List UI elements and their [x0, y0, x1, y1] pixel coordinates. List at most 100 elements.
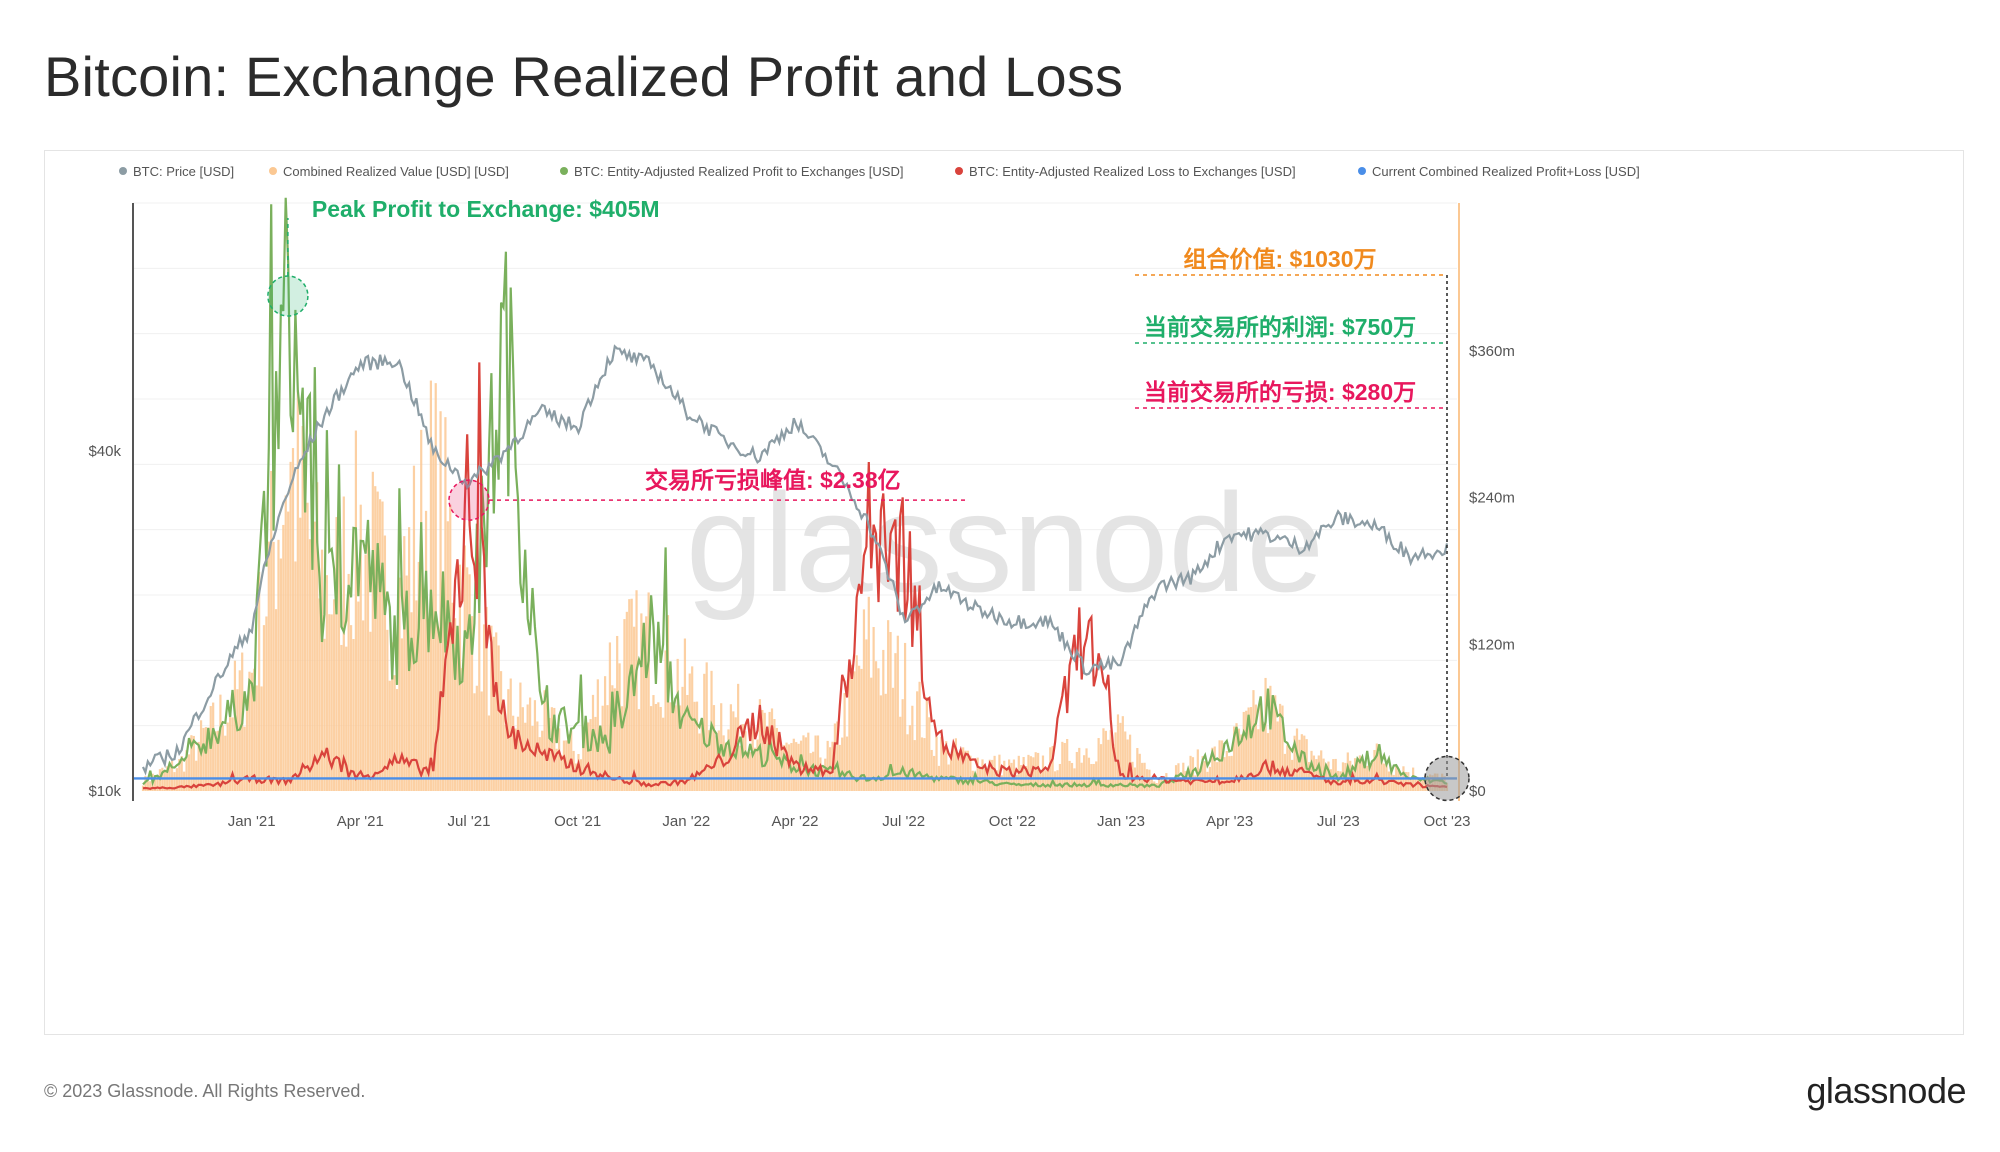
- combined-bar: [778, 734, 781, 791]
- profit-line: [142, 197, 1448, 789]
- legend-item-price[interactable]: BTC: Price [USD]: [119, 164, 234, 179]
- combined-bar: [149, 781, 152, 791]
- combined-bar: [1295, 728, 1299, 791]
- legend-item-current[interactable]: Current Combined Realized Profit+Loss [U…: [1358, 164, 1640, 179]
- combined-bar: [647, 592, 650, 791]
- x-tick-label: Jul '23: [1317, 813, 1360, 830]
- combined-bar: [1003, 760, 1006, 791]
- combined-bar: [170, 760, 174, 791]
- right-tick-label: $240m: [1469, 490, 1515, 507]
- combined-bar: [1276, 721, 1279, 791]
- combined-bar: [272, 541, 275, 791]
- combined-bar: [1015, 774, 1018, 791]
- combined-bar: [1167, 779, 1170, 791]
- combined-bar: [1300, 734, 1303, 791]
- combined-bar: [434, 383, 437, 791]
- combined-bar: [262, 625, 266, 791]
- combined-bar: [545, 693, 549, 791]
- combined-bar: [1053, 771, 1057, 791]
- combined-bar: [1121, 716, 1124, 791]
- combined-bar: [911, 705, 914, 791]
- peak-profit-label: Peak Profit to Exchange: $405M: [312, 196, 660, 222]
- combined-bar: [630, 598, 633, 791]
- legend-item-combined[interactable]: Combined Realized Value [USD] [USD]: [269, 164, 509, 179]
- current-marker: [1424, 755, 1470, 802]
- combined-bar: [245, 703, 249, 791]
- combined-bar: [603, 676, 607, 791]
- combined-bar: [678, 705, 682, 791]
- combined-bar: [768, 711, 771, 791]
- combined-bar: [896, 635, 899, 791]
- combined-bar: [783, 745, 786, 791]
- combined-bar: [485, 606, 488, 791]
- combined-bar: [1293, 735, 1296, 791]
- combined-bar: [531, 725, 534, 791]
- combined-bar: [749, 752, 752, 791]
- combined-bar: [444, 417, 447, 791]
- combined-bar: [918, 681, 921, 791]
- combined-bar: [889, 632, 892, 791]
- combined-bar: [483, 624, 486, 791]
- copyright: © 2023 Glassnode. All Rights Reserved.: [44, 1081, 366, 1101]
- combined-bar: [761, 709, 764, 791]
- legend-item-profit[interactable]: BTC: Entity-Adjusted Realized Profit to …: [560, 164, 903, 179]
- combined-bar: [410, 612, 413, 791]
- combined-bar: [1075, 751, 1078, 791]
- combined-bar: [954, 738, 957, 791]
- combined-bar: [884, 693, 887, 791]
- combined-bar: [981, 759, 984, 791]
- combined-bar: [877, 668, 880, 791]
- combined-bar: [1087, 757, 1091, 791]
- combined-bar: [446, 521, 449, 791]
- combined-bar: [642, 633, 645, 791]
- combined-bar: [163, 770, 166, 791]
- chart[interactable]: BTC: Price [USD] Combined Realized Value…: [45, 151, 1965, 1036]
- combined-bar: [1022, 756, 1025, 791]
- combined-bar: [253, 668, 256, 791]
- combined-bar: [533, 700, 537, 791]
- combined-bar: [1078, 747, 1081, 791]
- combined-bar: [700, 720, 703, 791]
- combined-bar: [405, 575, 408, 791]
- chart-panel: BTC: Price [USD] Combined Realized Value…: [44, 150, 1964, 1035]
- combined-bar: [908, 725, 912, 791]
- combined-bar: [853, 671, 856, 791]
- combined-bar: [795, 742, 798, 791]
- x-tick-label: Apr '21: [337, 813, 384, 830]
- combined-bar: [1008, 759, 1011, 791]
- combined-bar: [1339, 771, 1342, 791]
- combined-bar: [1373, 749, 1376, 791]
- combined-bar: [456, 627, 459, 791]
- combined-bar: [538, 737, 541, 791]
- combined-bar: [635, 590, 638, 791]
- combined-bar: [1230, 755, 1233, 791]
- combined-bar: [659, 706, 662, 791]
- combined-bar: [903, 642, 907, 791]
- combined-bar: [364, 554, 367, 791]
- combined-bar: [753, 747, 757, 791]
- combined-bar: [393, 675, 396, 791]
- combined-bar: [613, 688, 616, 791]
- legend-item-loss[interactable]: BTC: Entity-Adjusted Realized Loss to Ex…: [955, 164, 1296, 179]
- combined-bar: [420, 429, 423, 791]
- combined-bar: [865, 639, 868, 791]
- combined-bar: [451, 602, 454, 791]
- combined-bar: [1126, 739, 1129, 791]
- combined-bar: [705, 662, 708, 791]
- combined-bar: [744, 731, 747, 791]
- combined-bar: [1037, 752, 1040, 791]
- combined-bar: [1375, 743, 1378, 791]
- page-title: Bitcoin: Exchange Realized Profit and Lo…: [44, 45, 1124, 108]
- combined-bar: [799, 740, 803, 791]
- legend-label-combined: Combined Realized Value [USD] [USD]: [283, 164, 509, 179]
- combined-bar: [270, 470, 273, 791]
- combined-bar: [708, 730, 711, 791]
- combined-bar: [599, 735, 602, 791]
- x-tick-label: Jul '22: [882, 813, 925, 830]
- combined-bar: [1257, 729, 1260, 791]
- combined-bar: [1095, 761, 1098, 791]
- combined-bar: [502, 707, 505, 791]
- combined-bar: [1407, 772, 1410, 791]
- combined-bar: [1066, 739, 1069, 791]
- combined-bar: [216, 730, 220, 791]
